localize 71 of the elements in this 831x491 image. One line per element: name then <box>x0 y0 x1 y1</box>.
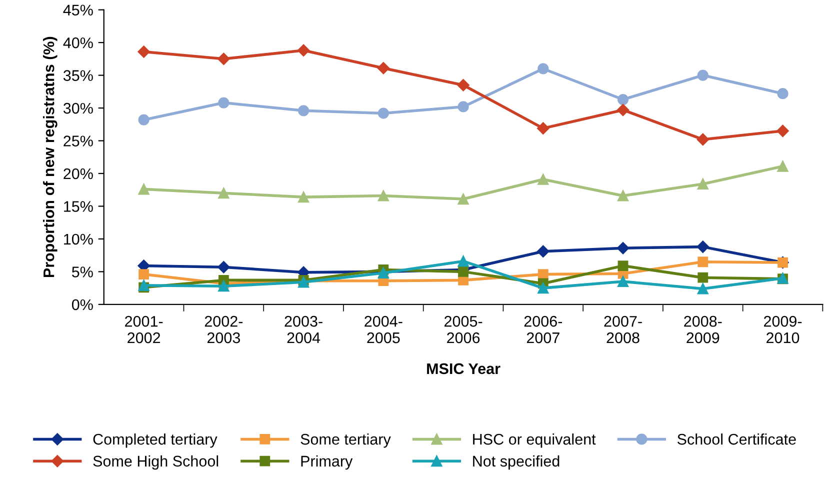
point <box>537 122 550 134</box>
y-tick-label: 0% <box>72 299 93 310</box>
point <box>138 184 150 195</box>
point <box>616 242 630 254</box>
point <box>617 276 629 288</box>
x-tick-label: 2002- 2003 <box>204 316 243 344</box>
point <box>538 174 549 185</box>
point <box>538 269 548 280</box>
point <box>777 160 788 172</box>
point <box>538 63 549 74</box>
legend-label: Not specified <box>473 455 560 470</box>
point <box>458 101 469 112</box>
y-tick-label: 35% <box>63 70 93 81</box>
point <box>776 124 789 138</box>
legend-label: Completed tertiary <box>93 433 218 448</box>
legend-label: Some High School <box>93 455 218 470</box>
legend-label: HSC or equivalent <box>473 433 596 448</box>
y-tick-label: 15% <box>64 201 93 212</box>
point <box>378 108 389 119</box>
point <box>218 97 230 108</box>
point <box>617 94 629 106</box>
point <box>696 133 709 146</box>
point <box>697 178 708 190</box>
point <box>457 79 470 92</box>
legend-label: Some tertiary <box>300 433 391 448</box>
y-tick-label: 5% <box>72 266 93 278</box>
y-axis-title: Proportion of new registratns (%) <box>43 36 58 278</box>
point <box>618 260 628 272</box>
point <box>218 52 230 66</box>
x-tick-label: 2006- 2007 <box>524 316 562 344</box>
point <box>218 188 230 199</box>
y-tick-label: 25% <box>64 136 93 146</box>
point <box>538 282 549 294</box>
point <box>617 190 629 202</box>
point <box>298 192 310 203</box>
point <box>458 193 469 205</box>
point <box>696 240 709 253</box>
x-tick-label: 2009- 2010 <box>764 316 802 344</box>
point <box>218 280 230 292</box>
point <box>378 190 389 202</box>
y-tick-label: 10% <box>64 234 93 245</box>
point <box>458 256 469 267</box>
point <box>298 105 310 116</box>
point <box>138 114 150 126</box>
point <box>698 256 708 268</box>
y-tick-label: 40% <box>63 37 93 48</box>
x-axis-title: MSIC Year <box>427 363 500 374</box>
point <box>297 44 310 57</box>
x-tick-label: 2005- 2006 <box>444 316 482 344</box>
legend-label: School Certificate <box>677 433 796 445</box>
point <box>697 283 708 294</box>
point <box>138 46 150 58</box>
point <box>377 62 390 74</box>
y-tick-label: 20% <box>64 168 93 180</box>
x-tick-label: 2004- 2005 <box>364 316 402 344</box>
y-tick-label: 45% <box>63 4 93 16</box>
point <box>697 70 708 81</box>
x-tick-label: 2007- 2008 <box>604 316 642 344</box>
legend-label: Primary <box>301 455 353 470</box>
point <box>616 104 630 116</box>
x-tick-label: 2001- 2002 <box>125 316 163 344</box>
point <box>138 269 150 280</box>
point <box>777 88 788 100</box>
point <box>537 245 550 258</box>
x-tick-label: 2003- 2004 <box>284 316 322 344</box>
point <box>218 261 230 274</box>
point <box>138 280 150 291</box>
point <box>458 266 468 277</box>
y-tick-label: 30% <box>63 102 93 114</box>
point <box>698 272 708 283</box>
x-tick-label: 2008- 2009 <box>684 316 722 344</box>
